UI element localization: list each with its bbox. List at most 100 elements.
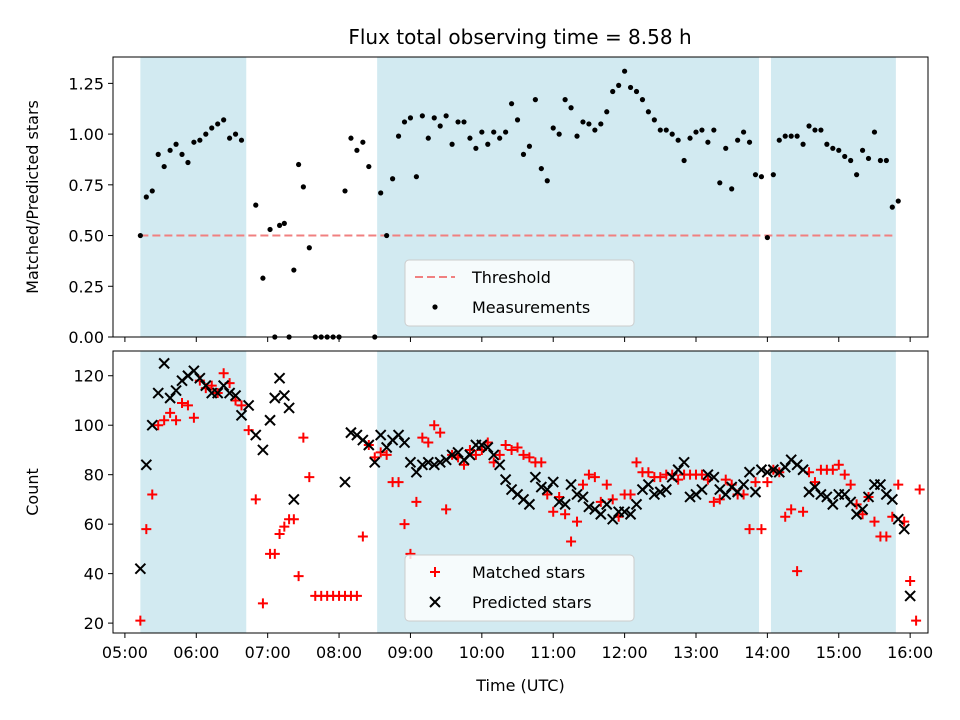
measurement-point xyxy=(794,133,800,139)
predicted-point xyxy=(452,446,464,459)
measurement-point xyxy=(895,198,901,204)
measurement-point xyxy=(479,129,485,135)
matched-point xyxy=(881,531,892,542)
matched-point xyxy=(153,420,164,431)
x-tick-label: 13:00 xyxy=(673,643,719,662)
measurement-point xyxy=(238,137,245,143)
measurement-point xyxy=(215,121,221,127)
matched-point xyxy=(177,397,188,408)
legend-predicted-swatch xyxy=(429,596,441,608)
predicted-point xyxy=(428,459,440,471)
predicted-point xyxy=(535,481,548,493)
predicted-point xyxy=(363,439,375,451)
predicted-point xyxy=(269,392,281,404)
measurement-point xyxy=(776,137,782,143)
measurement-point xyxy=(221,117,227,123)
measurement-point xyxy=(473,145,479,151)
measurement-point xyxy=(622,68,628,74)
predicted-point xyxy=(250,429,262,441)
matched-point xyxy=(750,477,761,488)
measurement-point xyxy=(877,157,884,164)
predicted-point xyxy=(601,498,613,511)
matched-point xyxy=(288,514,299,525)
predicted-point xyxy=(217,379,230,392)
measurement-point xyxy=(812,127,818,133)
measurement-point xyxy=(425,135,431,141)
measurement-point xyxy=(699,127,705,133)
matched-point xyxy=(607,494,618,505)
matched-point xyxy=(411,496,422,507)
measurement-point xyxy=(179,151,185,157)
measurement-point xyxy=(627,84,634,91)
matched-point xyxy=(351,590,362,601)
predicted-point xyxy=(720,488,732,501)
y-tick-label: 40 xyxy=(84,565,104,584)
measurement-point xyxy=(437,123,443,129)
measurement-point xyxy=(389,176,396,182)
measurement-point xyxy=(800,141,806,147)
predicted-point xyxy=(140,459,153,471)
predicted-point xyxy=(743,466,756,478)
measurement-point xyxy=(366,163,372,170)
x-tick-label: 07:00 xyxy=(245,643,291,662)
y-axis-label: Count xyxy=(23,468,42,516)
predicted-point xyxy=(339,476,351,488)
predicted-point xyxy=(488,449,500,461)
predicted-point xyxy=(547,476,559,488)
chart-title: Flux total observing time = 8.58 h xyxy=(348,25,691,49)
predicted-point xyxy=(767,464,780,476)
matched-point xyxy=(643,467,654,478)
predicted-point xyxy=(523,498,536,511)
matched-point xyxy=(165,407,176,418)
predicted-point xyxy=(235,409,248,422)
x-tick-label: 06:00 xyxy=(173,643,219,662)
matched-point xyxy=(792,566,803,577)
measurement-point xyxy=(806,123,812,129)
legend-label: Threshold xyxy=(471,268,551,287)
measurement-point xyxy=(497,135,503,141)
measurement-point xyxy=(770,172,776,178)
matched-point xyxy=(548,506,559,517)
matched-point xyxy=(655,472,666,483)
measurement-point xyxy=(149,188,155,194)
measurement-point xyxy=(764,234,770,241)
predicted-point xyxy=(553,496,565,508)
measurement-point xyxy=(568,105,574,111)
matched-point xyxy=(470,449,481,460)
matched-point xyxy=(182,400,193,411)
matched-point xyxy=(566,536,577,547)
measurement-point xyxy=(574,133,580,139)
predicted-point xyxy=(493,459,506,471)
predicted-point xyxy=(434,456,446,469)
measurement-point xyxy=(651,117,657,123)
matched-point xyxy=(279,521,290,532)
predicted-point xyxy=(152,387,164,399)
predicted-point xyxy=(779,461,791,473)
predicted-point xyxy=(809,481,821,493)
matched-point xyxy=(135,615,146,626)
measurement-point xyxy=(354,147,360,153)
y-tick-label: 0.25 xyxy=(68,277,104,296)
predicted-point xyxy=(684,491,696,503)
matched-point xyxy=(141,524,152,535)
matched-point xyxy=(369,452,380,463)
measurement-point xyxy=(705,139,711,145)
matched-point xyxy=(257,598,268,609)
measurement-point xyxy=(842,153,848,160)
measurement-point xyxy=(848,157,854,164)
matched-point xyxy=(218,368,229,379)
matched-point xyxy=(274,529,285,540)
measurement-point xyxy=(669,131,675,137)
predicted-point xyxy=(595,508,607,520)
y-tick-label: 0.50 xyxy=(68,227,104,246)
predicted-point xyxy=(257,444,269,456)
matched-point xyxy=(714,494,725,505)
measurement-point xyxy=(514,117,521,123)
predicted-point xyxy=(761,466,774,478)
measurement-point xyxy=(296,161,302,168)
predicted-point xyxy=(862,491,875,503)
matched-point xyxy=(250,494,261,505)
y-tick-label: 1.00 xyxy=(68,125,104,144)
predicted-point xyxy=(672,464,684,476)
x-tick-label: 11:00 xyxy=(530,643,576,662)
